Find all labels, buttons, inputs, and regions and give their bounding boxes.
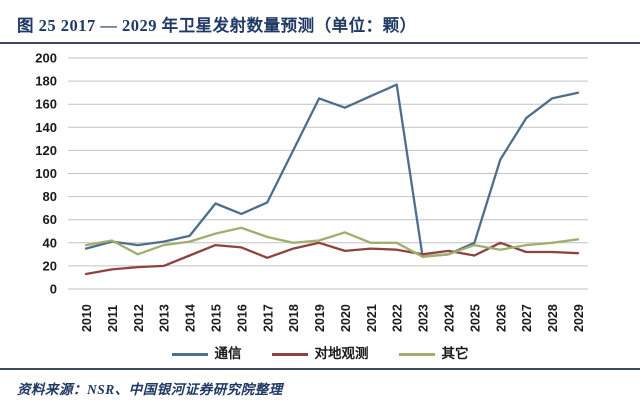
source-text: 资料来源：NSR、中国银河证券研究院整理 bbox=[17, 382, 283, 397]
y-axis-tick-label: 180 bbox=[35, 74, 57, 89]
series-line-通信 bbox=[84, 83, 580, 258]
source-divider bbox=[0, 368, 640, 370]
legend-label: 对地观测 bbox=[314, 346, 369, 362]
x-axis-tick-label: 2014 bbox=[184, 304, 198, 332]
y-axis-tick-label: 100 bbox=[35, 166, 57, 181]
y-axis-tick-label: 0 bbox=[50, 282, 57, 297]
chart-legend: 通信 对地观测 其它 bbox=[0, 344, 640, 364]
x-axis-tick-label: 2019 bbox=[313, 304, 327, 332]
x-axis-tick-label: 2020 bbox=[339, 304, 353, 332]
x-axis-tick-label: 2029 bbox=[572, 304, 586, 332]
y-axis-tick-label: 80 bbox=[43, 189, 57, 204]
y-axis-tick-label: 40 bbox=[43, 235, 57, 250]
figure-title: 图 25 2017 — 2029 年卫星发射数量预测（单位：颗） bbox=[17, 16, 417, 35]
y-axis-tick-label: 200 bbox=[35, 51, 57, 66]
series-line-其它 bbox=[84, 226, 580, 258]
x-axis-tick-label: 2026 bbox=[494, 304, 508, 332]
title-divider bbox=[0, 42, 640, 44]
legend-item-通信: 通信 bbox=[171, 346, 242, 362]
legend-swatch bbox=[271, 352, 308, 356]
x-axis-tick-label: 2011 bbox=[106, 305, 120, 332]
x-axis-tick-label: 2025 bbox=[468, 304, 482, 332]
legend-item-对地观测: 对地观测 bbox=[271, 346, 369, 362]
x-axis-tick-label: 2010 bbox=[80, 304, 94, 332]
x-axis-tick-label: 2015 bbox=[209, 304, 223, 332]
x-axis-tick-label: 2022 bbox=[391, 304, 405, 332]
y-axis-tick-label: 120 bbox=[35, 143, 57, 158]
y-axis-tick-label: 20 bbox=[43, 258, 57, 273]
x-axis-tick-label: 2027 bbox=[520, 304, 534, 332]
x-axis-tick-label: 2013 bbox=[158, 304, 172, 332]
legend-label: 其它 bbox=[441, 346, 469, 362]
series-line-对地观测 bbox=[84, 241, 580, 276]
legend-item-其它: 其它 bbox=[398, 346, 469, 362]
x-axis-tick-label: 2016 bbox=[235, 304, 249, 332]
x-axis-tick-label: 2018 bbox=[287, 304, 301, 332]
x-axis-tick-label: 2024 bbox=[443, 304, 457, 332]
legend-swatch bbox=[171, 352, 208, 356]
x-axis-tick-label: 2012 bbox=[132, 304, 146, 332]
satellite-launch-line-chart: 0 20 40 60 80 100 120 140 160 180 200 2010 2011 2012 2… bbox=[35, 51, 588, 332]
x-axis-tick-label: 2017 bbox=[261, 304, 275, 332]
y-axis-tick-label: 160 bbox=[35, 97, 57, 112]
x-axis-tick-label: 2028 bbox=[546, 304, 560, 332]
legend-label: 通信 bbox=[214, 346, 242, 362]
y-axis-tick-label: 140 bbox=[35, 120, 57, 135]
legend-swatch bbox=[398, 352, 435, 356]
x-axis-tick-label: 2023 bbox=[417, 304, 431, 332]
x-axis-tick-label: 2021 bbox=[365, 304, 379, 332]
y-axis-tick-label: 60 bbox=[43, 212, 57, 227]
